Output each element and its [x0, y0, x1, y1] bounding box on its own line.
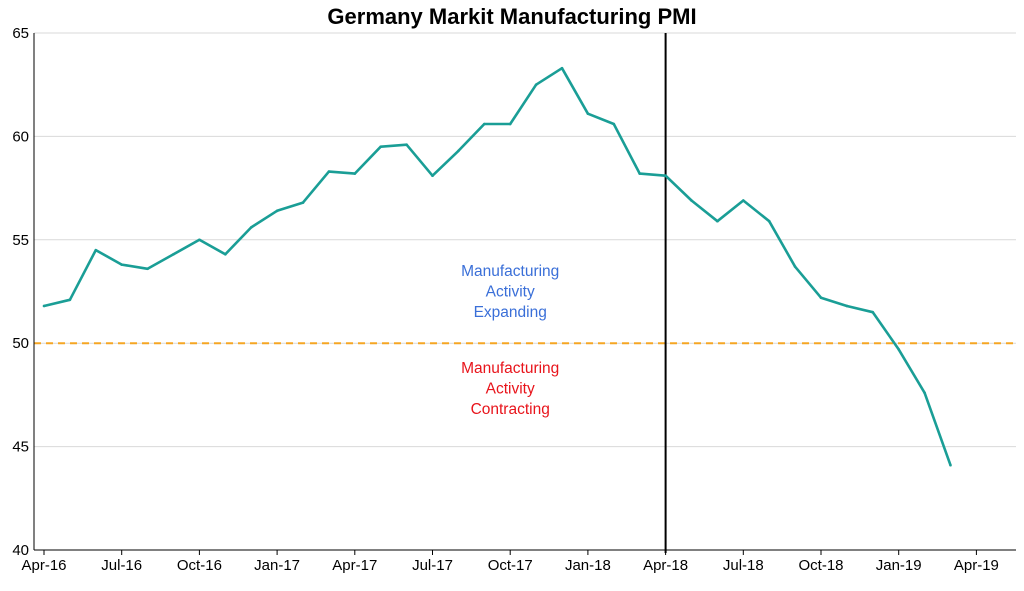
data-point [120, 263, 123, 266]
data-point [172, 252, 175, 256]
annotations: Manufacturing Activity Expanding Manufactur… [461, 263, 559, 418]
x-tick-label: Apr-16 [21, 557, 66, 574]
annotation-text: Activity [486, 284, 535, 301]
x-tick-label: Jan-17 [254, 557, 300, 574]
data-point [94, 248, 98, 252]
y-tick-label: 50 [12, 335, 29, 352]
annotation-text: Activity [486, 381, 535, 398]
series-layer [42, 66, 952, 467]
series-line [43, 66, 952, 466]
data-point [198, 238, 201, 242]
x-tick-label: Apr-18 [643, 557, 688, 574]
data-point [845, 304, 849, 308]
data-point [586, 112, 590, 115]
data-point [353, 172, 357, 175]
data-point [612, 122, 616, 126]
y-tick-label: 45 [12, 439, 29, 456]
data-point [897, 348, 900, 351]
annotation-text: Manufacturing [461, 360, 559, 377]
x-tick-label: Oct-16 [177, 557, 222, 574]
axes: 40 45 50 55 60 65 Apr-16 Jul-16 Oct-16 Jan-17 Apr-… [12, 25, 1016, 574]
annotation-text: Manufacturing [461, 263, 559, 280]
data-point [301, 201, 305, 204]
data-point [42, 304, 46, 308]
data-point [767, 219, 771, 223]
data-point [224, 252, 227, 256]
x-tick-label: Apr-19 [954, 557, 999, 574]
chart-title: Germany Markit Manufacturing PMI [327, 4, 697, 29]
data-point [742, 199, 745, 202]
y-tick-label: 40 [12, 542, 29, 559]
data-point [483, 122, 486, 126]
annotation-text: Expanding [474, 304, 547, 321]
data-point [327, 170, 331, 173]
data-point [534, 83, 538, 86]
data-point [690, 199, 693, 202]
x-tick-label: Jul-16 [101, 557, 142, 574]
x-tick-label: Jan-19 [876, 557, 922, 574]
data-point [405, 143, 408, 146]
x-tick-label: Jan-18 [565, 557, 611, 574]
data-point [249, 226, 253, 229]
data-point [560, 66, 564, 70]
data-point [431, 174, 434, 177]
x-tick-label: Oct-18 [798, 557, 843, 574]
x-tick-label: Oct-17 [488, 557, 533, 574]
data-point [638, 172, 641, 175]
data-point [793, 265, 797, 268]
y-tick-label: 60 [12, 128, 29, 145]
data-point [819, 296, 823, 300]
data-point [871, 310, 875, 314]
data-point [949, 463, 952, 467]
data-point [379, 145, 383, 149]
data-point [457, 149, 460, 153]
x-tick-label: Apr-17 [332, 557, 377, 574]
data-point [68, 298, 72, 302]
x-tick-label: Jul-17 [412, 557, 453, 574]
y-tick-label: 65 [12, 25, 29, 42]
data-point [716, 219, 719, 223]
reference-lines [34, 33, 1016, 553]
data-point [146, 267, 149, 271]
data-point [508, 122, 512, 126]
x-tick-label: Jul-18 [723, 557, 764, 574]
y-tick-label: 55 [12, 232, 29, 249]
annotation-text: Contracting [471, 401, 550, 418]
data-point [275, 209, 279, 213]
data-point [664, 174, 667, 177]
data-point [923, 391, 926, 395]
